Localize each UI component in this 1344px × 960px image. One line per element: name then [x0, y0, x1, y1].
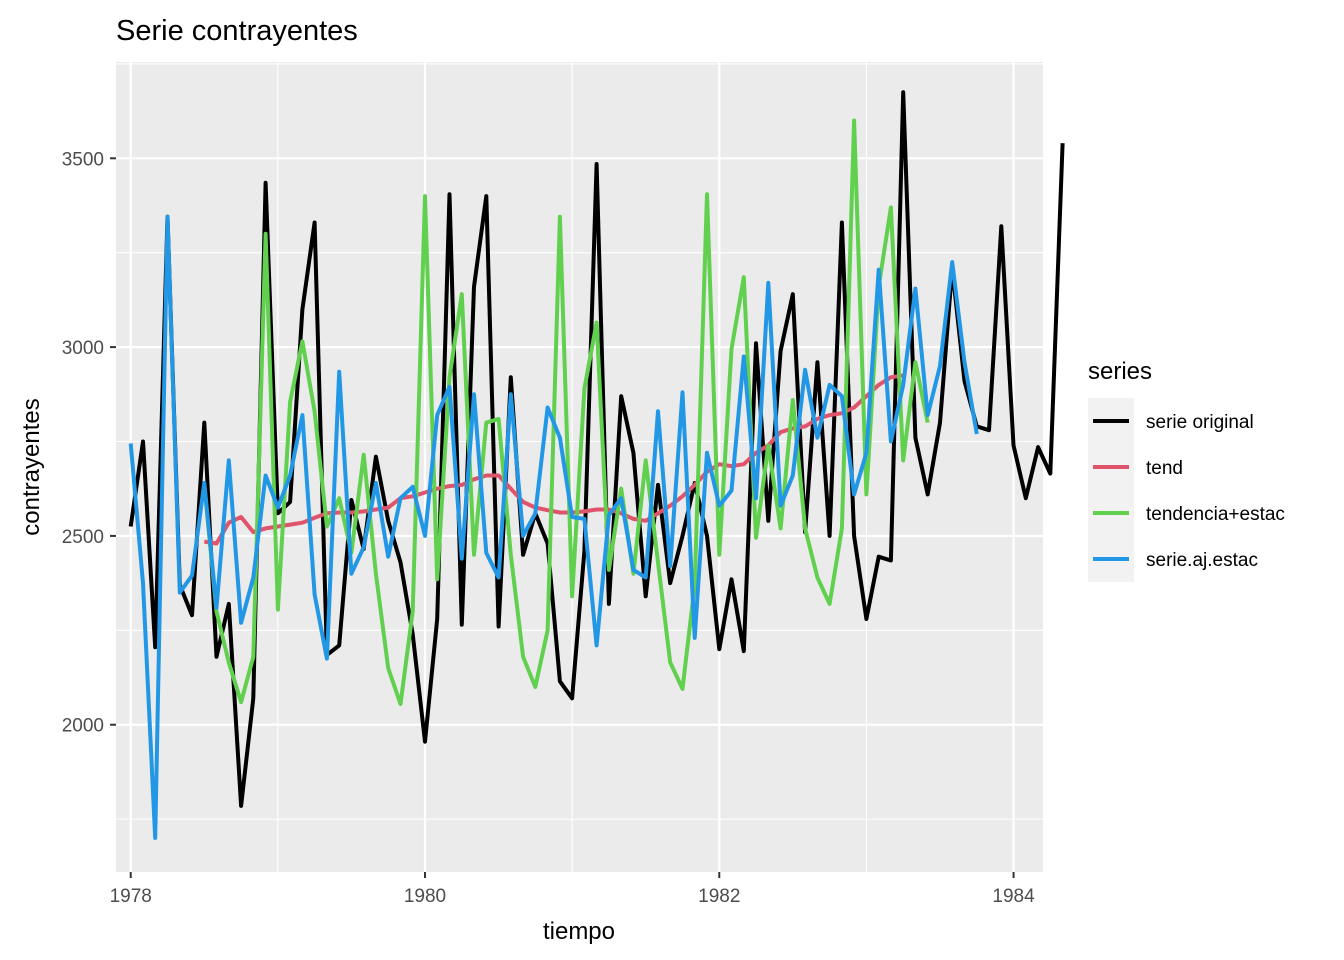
legend-label: serie.aj.estac: [1146, 550, 1258, 571]
y-axis-title: contrayentes: [18, 398, 45, 535]
x-tick-label: 1980: [404, 886, 446, 907]
legend-title: series: [1088, 358, 1152, 385]
y-axis: 2000 2500 3000 3500: [62, 149, 116, 737]
legend-label: tendencia+estac: [1146, 504, 1285, 525]
chart-title: Serie contrayentes: [116, 15, 358, 47]
y-tick-label: 3500: [62, 149, 104, 170]
x-tick-label: 1982: [698, 886, 740, 907]
x-tick-label: 1984: [992, 886, 1035, 907]
series-line-3: [128, 214, 979, 840]
series-line-0: [128, 90, 1065, 808]
y-tick-label: 2500: [62, 527, 104, 548]
series-lines: [128, 90, 1065, 840]
legend-label: serie original: [1146, 412, 1254, 433]
series-line-2: [202, 118, 930, 706]
x-axis-title: tiempo: [543, 918, 615, 945]
legend: series serie original tend tendencia+estac…: [1088, 358, 1285, 582]
series-line-1: [203, 373, 904, 546]
x-axis: 1978 1980 1982 1984: [110, 872, 1035, 907]
legend-items: serie original tend tendencia+estac serie.a…: [1088, 398, 1285, 582]
y-tick-label: 2000: [62, 716, 104, 737]
legend-label: tend: [1146, 458, 1183, 479]
y-tick-label: 3000: [62, 338, 104, 359]
x-tick-label: 1978: [110, 886, 152, 907]
